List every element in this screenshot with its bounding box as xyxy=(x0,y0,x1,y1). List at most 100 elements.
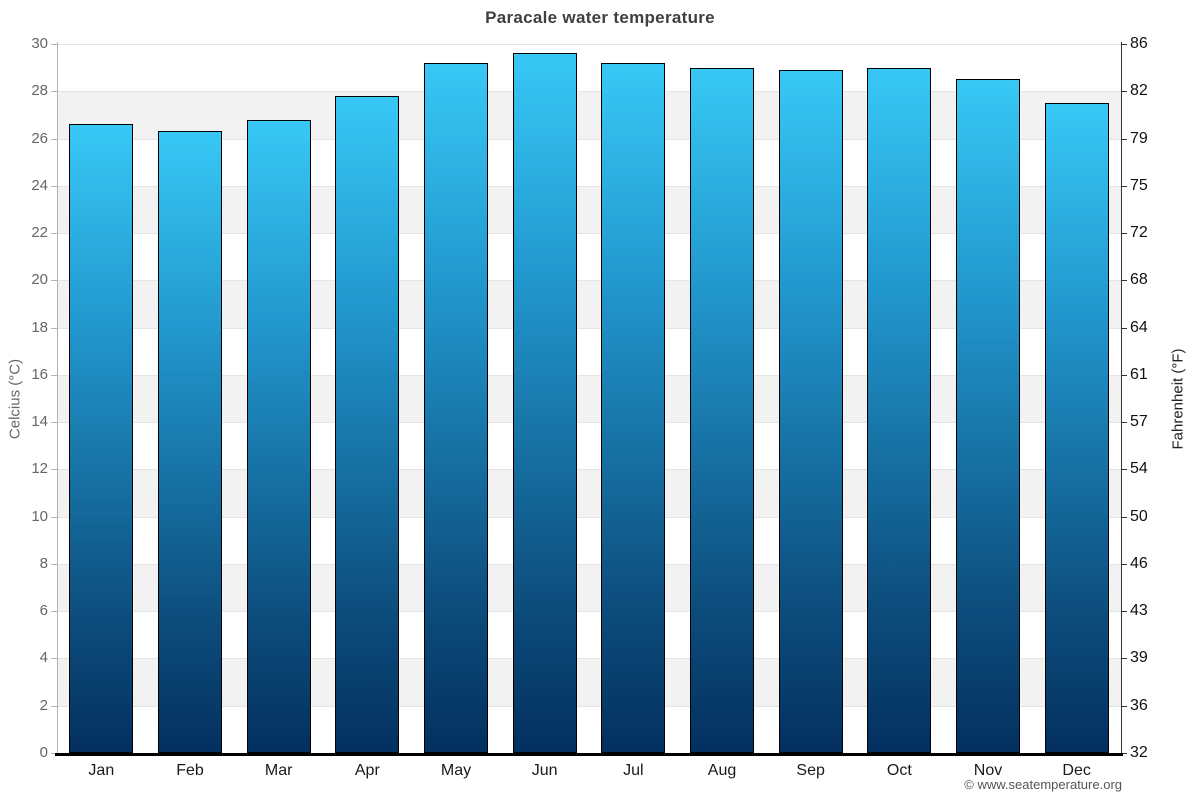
fahrenheit-tick-label: 54 xyxy=(1130,460,1148,478)
celsius-tick-label: 26 xyxy=(31,129,48,147)
x-tick-mar: Mar xyxy=(264,762,293,779)
celsius-tick-label: 14 xyxy=(31,413,48,431)
fahrenheit-tick-mark xyxy=(1121,185,1127,187)
fahrenheit-tick-mark xyxy=(1121,753,1127,754)
copyright-link[interactable]: © www.seatemperature.org xyxy=(964,777,1122,792)
background-band xyxy=(57,563,1121,612)
celsius-tick-mark xyxy=(51,374,57,376)
celsius-tick-mark xyxy=(51,91,57,93)
fahrenheit-tick-mark xyxy=(1121,44,1127,45)
fahrenheit-tick-label: 50 xyxy=(1130,507,1148,525)
bar-sep xyxy=(778,69,843,753)
gridline xyxy=(57,422,1121,423)
celsius-tick-label: 22 xyxy=(31,224,48,242)
fahrenheit-tick-mark xyxy=(1121,469,1127,471)
right-axis-line xyxy=(1121,42,1122,753)
celsius-tick-mark xyxy=(51,611,57,613)
background-band xyxy=(57,280,1121,328)
bar-oct xyxy=(867,67,932,753)
x-tick-jul: Jul xyxy=(623,762,644,779)
background-band xyxy=(57,469,1121,517)
x-tick-jun: Jun xyxy=(531,762,558,779)
celsius-tick-label: 18 xyxy=(31,318,48,336)
background-band xyxy=(57,374,1121,423)
plot-area xyxy=(57,44,1121,753)
celsius-tick-label: 8 xyxy=(39,554,48,572)
celsius-tick-mark xyxy=(51,563,57,565)
gridline xyxy=(57,139,1121,140)
gridline xyxy=(57,517,1121,518)
gridline xyxy=(57,328,1121,329)
fahrenheit-tick-mark xyxy=(1121,91,1127,93)
left-axis-line xyxy=(57,42,58,753)
bar-nov xyxy=(956,79,1020,753)
bar-mar xyxy=(246,119,311,753)
celsius-tick-mark xyxy=(51,233,57,235)
celsius-tick-label: 20 xyxy=(31,271,48,289)
background-band xyxy=(57,658,1121,706)
fahrenheit-tick-label: 72 xyxy=(1130,224,1148,242)
fahrenheit-tick-label: 32 xyxy=(1130,744,1148,761)
x-tick-aug: Aug xyxy=(707,762,737,779)
celsius-tick-mark xyxy=(51,44,57,45)
celsius-tick-label: 30 xyxy=(31,35,48,52)
gridline xyxy=(57,233,1121,234)
fahrenheit-tick-label: 68 xyxy=(1130,271,1148,289)
fahrenheit-tick-label: 79 xyxy=(1130,129,1148,147)
celsius-tick-label: 6 xyxy=(39,602,48,620)
fahrenheit-tick-mark xyxy=(1121,233,1127,235)
celsius-tick-label: 0 xyxy=(39,744,48,761)
bar-feb xyxy=(158,131,222,753)
bar-dec xyxy=(1044,103,1109,753)
celsius-tick-mark xyxy=(51,185,57,187)
celsius-tick-label: 4 xyxy=(39,649,48,667)
bottom-axis-line xyxy=(55,753,1123,756)
x-tick-sep: Sep xyxy=(796,762,825,779)
bar-jun xyxy=(512,53,577,753)
celsius-tick-label: 24 xyxy=(31,176,48,194)
background-band xyxy=(57,91,1121,139)
celsius-tick-label: 12 xyxy=(31,460,48,478)
gridline xyxy=(57,186,1121,187)
celsius-tick-mark xyxy=(51,753,57,754)
celsius-tick-label: 2 xyxy=(39,696,48,714)
celsius-tick-mark xyxy=(51,469,57,471)
fahrenheit-tick-mark xyxy=(1121,611,1127,613)
celsius-tick-label: 10 xyxy=(31,507,48,525)
fahrenheit-tick-label: 82 xyxy=(1130,82,1148,100)
x-tick-apr: Apr xyxy=(354,762,380,779)
gridline xyxy=(57,375,1121,376)
gridline xyxy=(57,658,1121,659)
fahrenheit-tick-label: 86 xyxy=(1130,35,1148,52)
fahrenheit-tick-label: 61 xyxy=(1130,365,1148,383)
gridline xyxy=(57,91,1121,92)
celsius-tick-mark xyxy=(51,658,57,660)
fahrenheit-tick-mark xyxy=(1121,374,1127,376)
fahrenheit-tick-mark xyxy=(1121,327,1127,329)
celsius-tick-mark xyxy=(51,516,57,518)
fahrenheit-tick-mark xyxy=(1121,658,1127,660)
fahrenheit-tick-mark xyxy=(1121,516,1127,518)
fahrenheit-tick-label: 36 xyxy=(1130,696,1148,714)
fahrenheit-tick-mark xyxy=(1121,422,1127,424)
gridline xyxy=(57,706,1121,707)
gridline xyxy=(57,564,1121,565)
celsius-tick-mark xyxy=(51,280,57,282)
fahrenheit-tick-mark xyxy=(1121,705,1127,707)
celsius-tick-label: 16 xyxy=(31,365,48,383)
gridline xyxy=(57,44,1121,45)
fahrenheit-tick-label: 64 xyxy=(1130,318,1148,336)
gridline xyxy=(57,280,1121,281)
fahrenheit-tick-label: 43 xyxy=(1130,602,1148,620)
x-tick-dec: Dec xyxy=(1062,762,1091,779)
bar-apr xyxy=(335,95,400,753)
bar-jan xyxy=(69,124,134,753)
fahrenheit-tick-mark xyxy=(1121,138,1127,140)
celsius-tick-mark xyxy=(51,327,57,329)
celsius-tick-mark xyxy=(51,705,57,707)
bar-may xyxy=(424,62,488,753)
celsius-tick-label: 28 xyxy=(31,82,48,100)
fahrenheit-tick-label: 75 xyxy=(1130,176,1148,194)
bar-aug xyxy=(690,67,754,753)
